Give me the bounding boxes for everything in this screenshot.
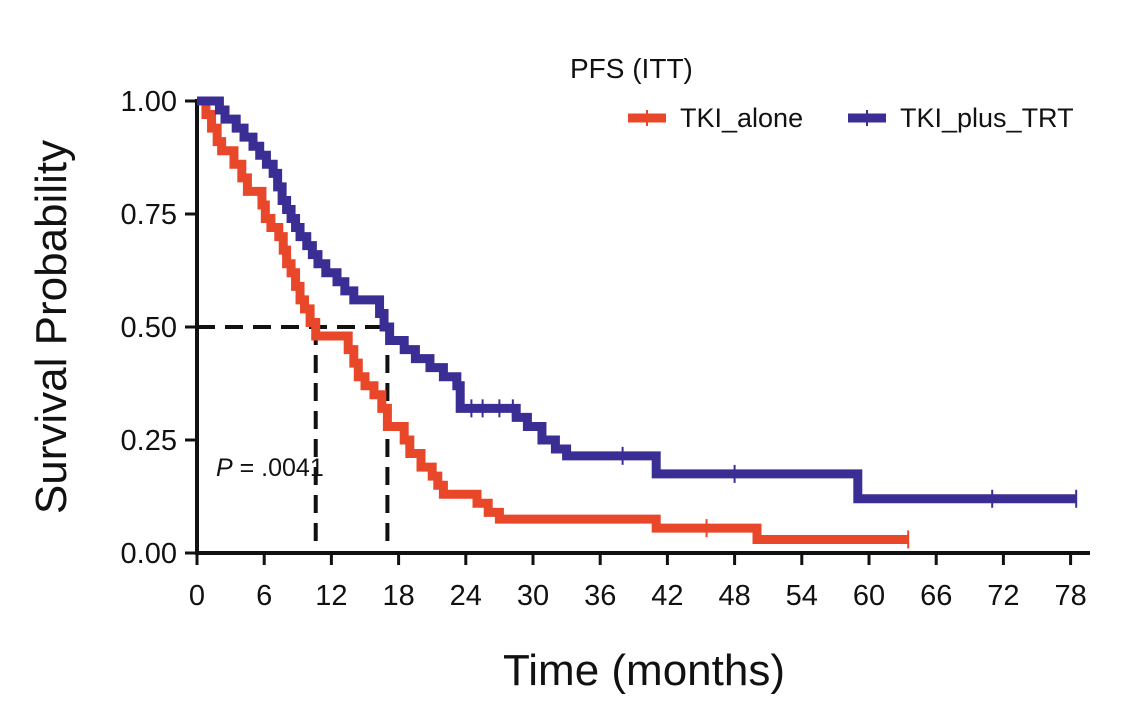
p-value-number: = .0041: [233, 454, 324, 482]
y-tick-label-0.75: 0.75: [121, 199, 177, 231]
x-tick-label-30: 30: [517, 580, 549, 612]
x-tick-label-12: 12: [315, 580, 347, 612]
x-tick-label-54: 54: [786, 580, 818, 612]
x-tick-label-18: 18: [382, 580, 414, 612]
y-axis-label: Survival Probability: [27, 140, 76, 514]
median-reference-lines: [197, 325, 390, 553]
y-tick-label-0.00: 0.00: [121, 538, 177, 570]
series-line-TKI_alone: [197, 96, 909, 544]
p-value-label: P: [216, 454, 233, 482]
y-tick-label-0.50: 0.50: [121, 312, 177, 344]
x-tick-label-78: 78: [1054, 580, 1086, 612]
x-tick-label-6: 6: [256, 580, 272, 612]
x-axis-label: Time (months): [503, 646, 785, 695]
y-tick-label-0.25: 0.25: [121, 425, 177, 457]
p-value-annotation: P = .0041: [216, 454, 324, 482]
x-tick-label-36: 36: [584, 580, 616, 612]
x-tick-label-42: 42: [651, 580, 683, 612]
x-tick-label-72: 72: [987, 580, 1019, 612]
series-group: [197, 96, 1078, 549]
x-tick-label-60: 60: [853, 580, 885, 612]
legend-label-TKI_plus_TRT: TKI_plus_TRT: [900, 103, 1074, 133]
legend: TKI_alone TKI_plus_TRT: [628, 103, 1074, 133]
legend-label-TKI_alone: TKI_alone: [680, 103, 803, 133]
x-tick-label-0: 0: [189, 580, 205, 612]
x-tick-label-24: 24: [450, 580, 482, 612]
series-line-TKI_plus_TRT: [197, 96, 1077, 504]
x-tick-label-48: 48: [718, 580, 750, 612]
legend-title: PFS (ITT): [570, 53, 693, 84]
x-tick-label-66: 66: [920, 580, 952, 612]
y-tick-label-1.00: 1.00: [121, 86, 177, 118]
axes: 0 6 12 18 24 30 36 42 48 54 60 66 72 78 0.00 0.25 0.50 0.…: [121, 86, 1090, 612]
